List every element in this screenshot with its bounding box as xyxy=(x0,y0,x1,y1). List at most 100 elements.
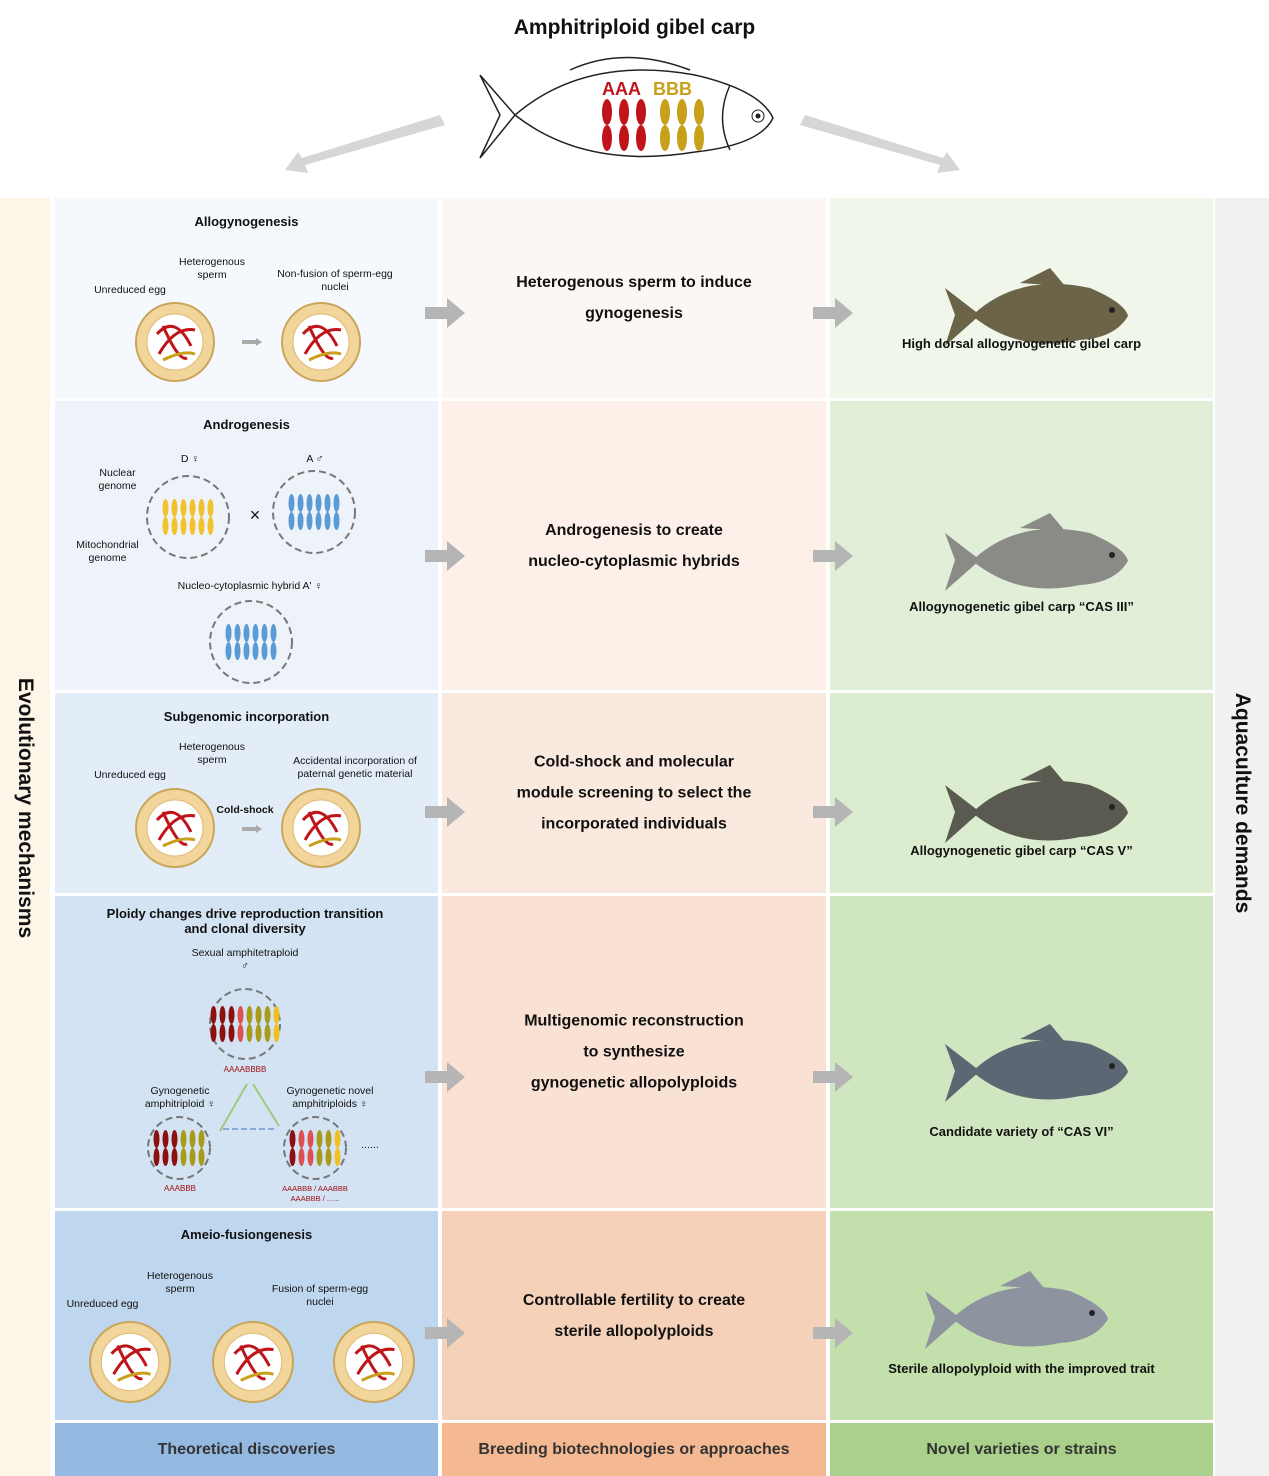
flow-arrow-icon[interactable] xyxy=(813,1062,853,1092)
label-sexual-amphitetraploid: Sexual amphitetraploid ♂ xyxy=(191,947,299,972)
chromosome-icon xyxy=(636,125,646,151)
variety-cell: Candidate variety of “CAS VI” xyxy=(830,896,1213,1208)
label-nuclear-genome: Nuclear genome xyxy=(98,467,137,492)
mechanism-cell: Ploidy changes drive reproduction transi… xyxy=(55,896,438,1208)
mechanism-cell: Androgenesis D ♀ A ♂ Nuclear genome Mitochon… xyxy=(55,401,438,690)
nucleus-icon xyxy=(209,600,293,684)
egg-cell-icon xyxy=(281,302,361,382)
arrow-left-down xyxy=(285,115,445,173)
variety-cell: High dorsal allogynogenetic gibel carp xyxy=(830,198,1213,398)
subgenome-a-label: AAA xyxy=(602,79,641,99)
nucleus-icon xyxy=(209,988,281,1060)
chromosome-icon xyxy=(677,99,687,125)
chromosome-icon xyxy=(602,99,612,125)
approach-cell: Cold-shock and molecular module screening… xyxy=(442,693,826,893)
chromosome-icon xyxy=(694,99,704,125)
arrow-right-down xyxy=(800,115,960,173)
right-strip: Aquaculture demands xyxy=(1215,198,1269,1476)
variety-cell: Allogynogenetic gibel carp “CAS V” xyxy=(830,693,1213,893)
footer-category: Novel varieties or strains xyxy=(830,1423,1213,1476)
chromosome-icon xyxy=(602,125,612,151)
approach-line: incorporated individuals xyxy=(541,815,727,833)
approach-line: gynogenesis xyxy=(585,305,683,322)
flow-arrow-icon[interactable] xyxy=(425,1318,465,1348)
approach-line: sterile allopolyploids xyxy=(554,1322,714,1340)
cycle-arrows xyxy=(219,1083,280,1132)
mechanism-title: Ploidy changes drive reproduction transi… xyxy=(106,906,384,936)
chromosome-icon xyxy=(694,125,704,151)
egg-cell-icon xyxy=(333,1321,415,1403)
chromosome-icon xyxy=(636,99,646,125)
approach-cell: Multigenomic reconstruction to synthesize… xyxy=(442,896,826,1208)
label-unreduced-egg: Unreduced egg xyxy=(94,769,166,781)
chromosome-icon xyxy=(677,125,687,151)
fish-photo xyxy=(945,513,1128,591)
flow-arrow-icon[interactable] xyxy=(425,797,465,827)
chromosome-icon xyxy=(619,125,629,151)
flow-arrow-icon[interactable] xyxy=(813,1318,853,1348)
label-aaaabbbb: AAAABBBB xyxy=(223,1065,267,1074)
approach-line: Controllable fertility to create xyxy=(522,1291,746,1309)
arrow-icon xyxy=(242,338,262,346)
flow-arrow-icon[interactable] xyxy=(425,541,465,571)
flow-arrow-icon[interactable] xyxy=(425,1062,465,1092)
right-label: Aquaculture demands xyxy=(1231,692,1254,914)
approach-line: Multigenomic reconstruction xyxy=(524,1012,744,1030)
label-novel-1: AAABBB / AAABBB xyxy=(282,1184,348,1193)
left-strip: Evolutionary mechanisms xyxy=(0,198,50,1476)
fish-photo xyxy=(945,268,1128,346)
chromosome-icon xyxy=(660,99,670,125)
label-cold-shock: Cold-shock xyxy=(216,804,274,816)
variety-caption: Allogynogenetic gibel carp “CAS III” xyxy=(909,599,1134,614)
egg-cell-icon xyxy=(212,1321,294,1403)
approach-line: module screening to select the xyxy=(516,784,752,802)
chromosome-icon xyxy=(660,125,670,151)
mechanism-cell: Subgenomic incorporation Unreduced egg Het… xyxy=(55,693,438,893)
mechanism-title: Ameio-fusiongenesis xyxy=(180,1227,313,1242)
label-non-fusion: Non-fusion of sperm-egg nuclei xyxy=(277,268,393,293)
label-ellipsis: ...... xyxy=(361,1139,379,1151)
label-hybrid: Nucleo-cytoplasmic hybrid A' ♀ xyxy=(177,580,323,592)
variety-cell: Allogynogenetic gibel carp “CAS III” xyxy=(830,401,1213,690)
egg-cell-icon xyxy=(281,788,361,868)
approach-line: Heterogenous sperm to induce xyxy=(516,274,752,291)
approach-line: Androgenesis to create xyxy=(545,521,723,539)
egg-cell-icon xyxy=(135,788,215,868)
footer-category: Theoretical discoveries xyxy=(55,1423,438,1476)
left-label: Evolutionary mechanisms xyxy=(14,677,37,939)
approach-cell: Controllable fertility to create sterile … xyxy=(442,1211,826,1420)
nucleus-icon xyxy=(146,475,230,559)
label-d-female: D ♀ xyxy=(180,453,200,465)
egg-cell-icon xyxy=(135,302,215,382)
label-incorporation: Accidental incorporation of paternal gen… xyxy=(293,755,417,780)
label-sperm: Heterogenous sperm xyxy=(179,256,245,281)
arrow-icon xyxy=(242,825,262,833)
flow-arrow-icon[interactable] xyxy=(813,298,853,328)
variety-caption: Allogynogenetic gibel carp “CAS V” xyxy=(910,843,1133,858)
mechanism-title: Subgenomic incorporation xyxy=(163,709,330,724)
label-novel-2: AAABBB / ...... xyxy=(290,1194,340,1203)
cross-symbol: × xyxy=(249,505,261,525)
variety-cell: Sterile allopolyploid with the improved … xyxy=(830,1211,1213,1420)
fish-photo xyxy=(945,765,1128,843)
approach-cell: Heterogenous sperm to induce gynogenesis xyxy=(442,198,826,398)
label-gyno-novel: Gynogenetic novel amphitriploids ♀ xyxy=(286,1085,374,1110)
egg-cell-icon xyxy=(89,1321,171,1403)
footer-label: Breeding biotechnologies or approaches xyxy=(478,1440,790,1458)
label-unreduced-egg: Unreduced egg xyxy=(94,284,166,296)
flow-arrow-icon[interactable] xyxy=(813,797,853,827)
flow-arrow-icon[interactable] xyxy=(425,298,465,328)
label-a-male: A ♂ xyxy=(306,453,324,465)
footer-category: Breeding biotechnologies or approaches xyxy=(442,1423,826,1476)
approach-line: nucleo-cytoplasmic hybrids xyxy=(528,552,740,570)
gibel-carp-illustration: AAA BBB xyxy=(479,56,774,159)
fish-photo xyxy=(925,1271,1108,1349)
approach-line: to synthesize xyxy=(583,1043,685,1061)
variety-caption: Sterile allopolyploid with the improved … xyxy=(888,1361,1155,1376)
flow-arrow-icon[interactable] xyxy=(813,541,853,571)
chromosome-icon xyxy=(619,99,629,125)
approach-line: gynogenetic allopolyploids xyxy=(530,1074,738,1092)
label-fusion: Fusion of sperm-egg nuclei xyxy=(271,1283,369,1308)
approach-line: Cold-shock and molecular xyxy=(533,753,735,771)
mechanism-title: Androgenesis xyxy=(203,417,290,432)
